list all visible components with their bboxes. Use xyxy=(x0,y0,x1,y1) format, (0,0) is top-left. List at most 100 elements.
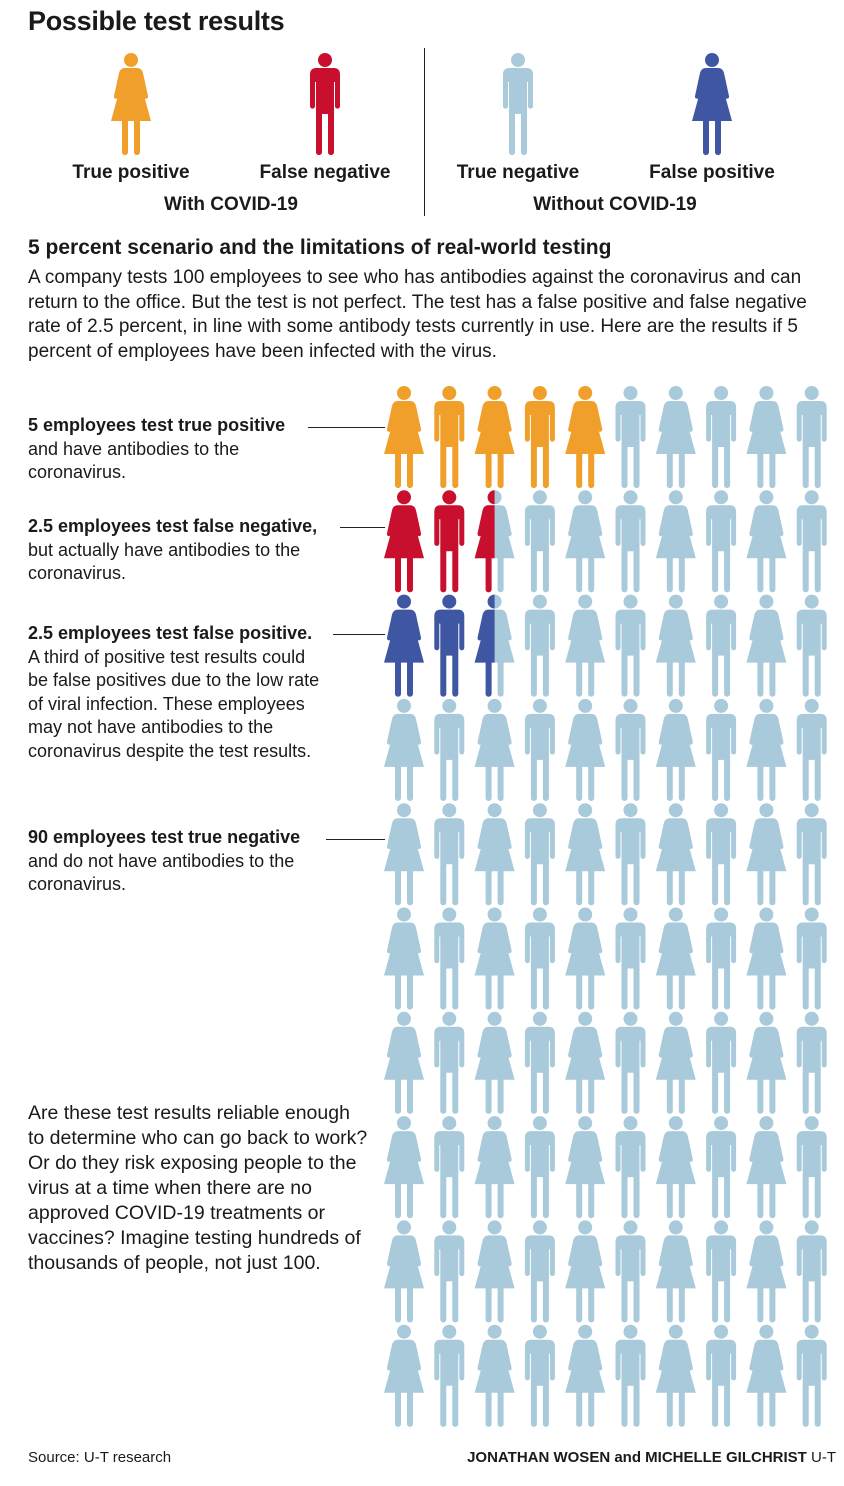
person-figure-r4-c4 xyxy=(524,698,555,801)
leader-line-false-positive xyxy=(333,634,385,635)
person-figure-r7-c4 xyxy=(524,1011,555,1114)
person-figure-r8-c4 xyxy=(524,1116,555,1219)
person-figure-r3-c6 xyxy=(615,594,646,697)
person-figure-r2-c4 xyxy=(524,490,555,593)
person-figure-r6-c10 xyxy=(796,907,827,1010)
person-figure-r10-c1 xyxy=(384,1324,424,1427)
person-figure-r1-c8 xyxy=(706,386,737,488)
person-figure-r6-c3 xyxy=(474,907,515,1010)
person-figure-r3-c2 xyxy=(434,594,465,697)
person-figure-r6-c8 xyxy=(706,907,737,1010)
person-figure-r3-c5 xyxy=(565,594,606,697)
person-figure-r5-c5 xyxy=(565,803,606,906)
person-figure-r4-c5 xyxy=(565,698,606,801)
person-figure-r1-c2 xyxy=(434,386,465,488)
person-figure-r1-c1 xyxy=(384,386,424,488)
person-figure-r4-c1 xyxy=(384,698,424,801)
person-figure-r10-c4 xyxy=(524,1324,555,1427)
closing-question: Are these test results reliable enough t… xyxy=(28,1102,368,1274)
person-figure-r1-c4 xyxy=(524,386,555,488)
person-figure-r10-c8 xyxy=(706,1324,737,1427)
legend-figure-true-negative xyxy=(494,52,542,156)
legend-label-false-negative: False negative xyxy=(259,162,391,183)
legend-divider xyxy=(424,48,425,216)
page-title: Possible test results xyxy=(28,6,285,36)
person-figure-r8-c3 xyxy=(474,1116,515,1219)
person-figure-r7-c6 xyxy=(615,1011,646,1114)
legend-label-true-negative: True negative xyxy=(456,162,580,183)
leader-line-true-positive xyxy=(308,427,385,428)
credit-names: JONATHAN WOSEN and MICHELLE GILCHRIST xyxy=(467,1449,807,1466)
person-figure-r9-c1 xyxy=(384,1220,424,1323)
person-figure-r3-c1 xyxy=(384,594,424,697)
person-figure-r9-c9 xyxy=(746,1220,787,1323)
group-label-with-covid: With COVID-19 xyxy=(164,194,298,215)
person-figure-r8-c10 xyxy=(796,1116,827,1219)
callout-false-negative-bold: 2.5 employees test false negative, xyxy=(28,516,318,536)
callout-false-positive: 2.5 employees test false positive. A thi… xyxy=(28,622,328,763)
person-figure-r8-c5 xyxy=(565,1116,606,1219)
person-figure-r10-c7 xyxy=(655,1324,696,1427)
leader-line-false-negative xyxy=(340,527,385,528)
person-figure-r4-c8 xyxy=(706,698,737,801)
person-figure-r2-c2 xyxy=(434,490,465,593)
person-figure-r6-c1 xyxy=(384,907,424,1010)
person-figure-r9-c3 xyxy=(474,1220,515,1323)
person-figure-r7-c8 xyxy=(706,1011,737,1114)
person-figure-r8-c6 xyxy=(615,1116,646,1219)
person-figure-r6-c6 xyxy=(615,907,646,1010)
legend-label-true-positive: True positive xyxy=(72,162,190,183)
person-figure-r1-c10 xyxy=(796,386,827,488)
person-figure-r7-c7 xyxy=(655,1011,696,1114)
callout-true-negative-text: and do not have antibodies to the corona… xyxy=(28,850,295,895)
credit-line: JONATHAN WOSEN and MICHELLE GILCHRIST U-… xyxy=(467,1449,836,1466)
person-figure-r5-c2 xyxy=(434,803,465,906)
person-figure-r8-c2 xyxy=(434,1116,465,1219)
person-figure-r3-c7 xyxy=(655,594,696,697)
person-figure-r2-c1 xyxy=(384,490,424,593)
person-figure-r10-c6 xyxy=(615,1324,646,1427)
person-figure-r9-c4 xyxy=(524,1220,555,1323)
person-figure-r9-c7 xyxy=(655,1220,696,1323)
person-figure-r9-c10 xyxy=(796,1220,827,1323)
person-figure-r2-c10 xyxy=(796,490,827,593)
person-figure-r5-c4 xyxy=(524,803,555,906)
person-figure-r3-c10 xyxy=(796,594,827,697)
callout-true-negative-bold: 90 employees test true negative xyxy=(28,827,301,847)
person-figure-r9-c6 xyxy=(615,1220,646,1323)
person-figure-r7-c5 xyxy=(565,1011,606,1114)
person-figure-r8-c1 xyxy=(384,1116,424,1219)
person-figure-r5-c8 xyxy=(706,803,737,906)
person-figure-r10-c3 xyxy=(474,1324,515,1427)
person-figure-r9-c5 xyxy=(565,1220,606,1323)
person-figure-r7-c2 xyxy=(434,1011,465,1114)
person-figure-r2-c9 xyxy=(746,490,787,593)
person-figure-r8-c9 xyxy=(746,1116,787,1219)
person-figure-r3-c4 xyxy=(524,594,555,697)
person-figure-r5-c10 xyxy=(796,803,827,906)
person-figure-r8-c8 xyxy=(706,1116,737,1219)
scenario-title: 5 percent scenario and the limitations o… xyxy=(28,236,612,259)
person-figure-r2-c8 xyxy=(706,490,737,593)
scenario-intro: A company tests 100 employees to see who… xyxy=(28,267,807,362)
person-figure-r6-c4 xyxy=(524,907,555,1010)
person-figure-r10-c10 xyxy=(796,1324,827,1427)
callout-false-negative-text: but actually have antibodies to the coro… xyxy=(28,539,301,584)
callout-true-positive: 5 employees test true positive and have … xyxy=(28,414,318,485)
leader-line-true-negative xyxy=(326,839,385,840)
callout-false-positive-bold: 2.5 employees test false positive. xyxy=(28,623,313,643)
callout-false-negative: 2.5 employees test false negative, but a… xyxy=(28,515,348,586)
callout-true-positive-bold: 5 employees test true positive xyxy=(28,415,286,435)
person-figure-r5-c7 xyxy=(655,803,696,906)
person-figure-r2-c7 xyxy=(655,490,696,593)
person-figure-r5-c6 xyxy=(615,803,646,906)
person-figure-r10-c5 xyxy=(565,1324,606,1427)
callout-true-positive-text: and have antibodies to the coronavirus. xyxy=(28,438,240,483)
legend-figure-false-positive xyxy=(688,52,736,156)
person-figure-r6-c9 xyxy=(746,907,787,1010)
person-figure-r4-c6 xyxy=(615,698,646,801)
credit-org: U-T xyxy=(806,1449,836,1466)
source-note: Source: U-T research xyxy=(28,1449,172,1466)
person-figure-r7-c10 xyxy=(796,1011,827,1114)
person-figure-r7-c1 xyxy=(384,1011,424,1114)
